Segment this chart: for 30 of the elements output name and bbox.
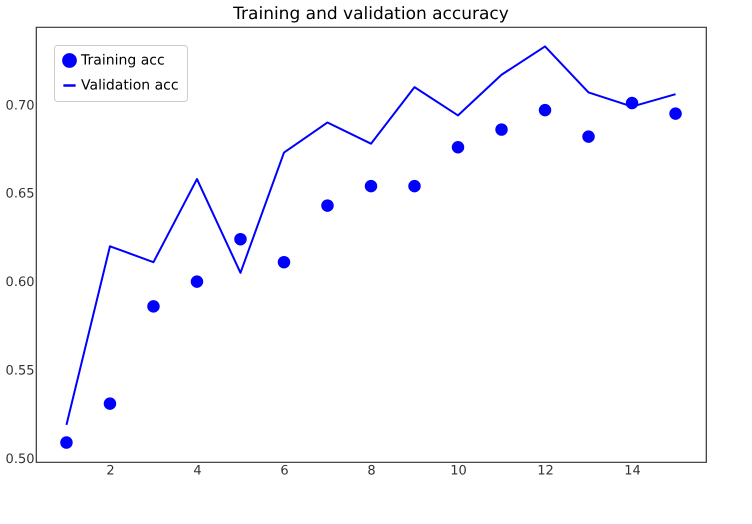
y-tick-label: 0.65 xyxy=(6,186,34,202)
chart-title: Training and validation accuracy xyxy=(232,4,509,24)
point xyxy=(234,232,247,246)
y-tick-label: 0.50 xyxy=(6,452,34,467)
point xyxy=(364,180,378,192)
point xyxy=(104,397,116,410)
point xyxy=(408,180,421,192)
point xyxy=(321,199,334,212)
point xyxy=(538,104,552,116)
x-tick-label: 6 xyxy=(280,464,289,478)
x-tick-label: 12 xyxy=(537,464,554,478)
point xyxy=(452,141,464,154)
point xyxy=(147,300,160,313)
legend-label: Validation acc xyxy=(81,78,179,94)
line-series xyxy=(65,45,677,426)
x-tick-label: 4 xyxy=(193,464,202,478)
x-tick-label: 14 xyxy=(624,464,641,478)
x-tick-label: 8 xyxy=(367,464,376,478)
legend-label: Training acc xyxy=(80,52,165,68)
point xyxy=(669,107,682,120)
point xyxy=(190,275,204,288)
x-tick-label: 2 xyxy=(106,464,115,478)
point xyxy=(582,130,595,143)
x-tick-label: 10 xyxy=(450,464,467,478)
y-tick-label: 0.70 xyxy=(6,98,34,114)
point xyxy=(278,256,290,268)
y-tick-label: 0.55 xyxy=(6,364,34,379)
point xyxy=(495,123,508,136)
y-tick-label: 0.60 xyxy=(6,275,34,290)
point xyxy=(60,436,73,449)
